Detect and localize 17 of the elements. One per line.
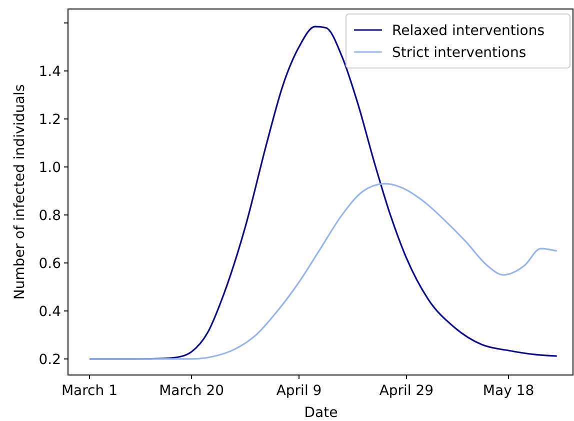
x-tick-label: March 20 bbox=[159, 383, 224, 399]
y-tick-label: 1.0 bbox=[38, 160, 61, 176]
x-axis-title: Date bbox=[304, 405, 338, 421]
x-tick-label: May 18 bbox=[482, 383, 534, 399]
x-tick-label: April 9 bbox=[276, 383, 322, 399]
y-axis-title: Number of infected individuals bbox=[12, 84, 28, 300]
legend-label: Relaxed interventions bbox=[392, 23, 544, 39]
x-tick-label: April 29 bbox=[379, 383, 434, 399]
y-tick-label: 0.6 bbox=[38, 256, 62, 272]
x-tick-label: March 1 bbox=[61, 383, 118, 399]
legend-label: Strict interventions bbox=[392, 45, 526, 61]
y-tick-label: 0.4 bbox=[38, 304, 62, 320]
y-tick-label: 0.2 bbox=[38, 352, 61, 368]
y-tick-label: 0.8 bbox=[38, 208, 61, 224]
y-tick-label: 1.4 bbox=[38, 64, 62, 80]
line-series bbox=[88, 182, 558, 360]
y-tick-label: 1.2 bbox=[38, 112, 61, 128]
